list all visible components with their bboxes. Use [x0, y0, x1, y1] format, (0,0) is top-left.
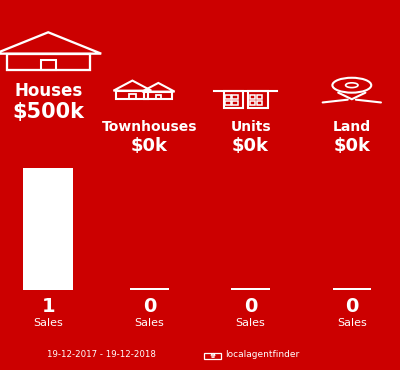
Bar — [144, 92, 172, 99]
Text: Houses: Houses — [14, 82, 82, 100]
Text: $500k: $500k — [12, 102, 84, 122]
Bar — [232, 95, 238, 99]
Bar — [232, 101, 238, 105]
Text: ♚: ♚ — [210, 353, 216, 359]
Bar — [41, 60, 56, 70]
Bar — [256, 95, 262, 99]
Text: Townhouses: Townhouses — [102, 120, 197, 134]
Text: 1: 1 — [41, 297, 55, 316]
Text: Sales: Sales — [337, 317, 367, 328]
Bar — [256, 101, 262, 105]
Bar — [23, 168, 73, 290]
Bar — [224, 91, 243, 108]
Text: 0: 0 — [143, 297, 156, 316]
Bar — [248, 91, 268, 108]
Text: 19-12-2017 - 19-12-2018: 19-12-2017 - 19-12-2018 — [47, 350, 156, 359]
Text: $0k: $0k — [232, 137, 269, 155]
Bar — [129, 94, 136, 99]
Text: Units: Units — [230, 120, 271, 134]
Bar — [225, 101, 231, 105]
Text: Sales: Sales — [236, 317, 266, 328]
Text: Sales: Sales — [134, 317, 164, 328]
Bar — [231, 289, 270, 290]
Text: localagentfinder: localagentfinder — [226, 350, 300, 359]
Bar — [250, 95, 255, 99]
Bar — [332, 289, 371, 290]
Text: $0k: $0k — [131, 137, 168, 155]
Text: Sales: Sales — [33, 317, 63, 328]
Bar — [7, 54, 90, 70]
Bar — [156, 95, 161, 99]
Text: 0: 0 — [345, 297, 358, 316]
Bar — [250, 101, 255, 105]
FancyBboxPatch shape — [204, 353, 221, 359]
Bar — [116, 91, 148, 99]
Text: 0: 0 — [244, 297, 257, 316]
Bar — [225, 95, 231, 99]
Text: $0k: $0k — [333, 137, 370, 155]
Bar — [130, 289, 169, 290]
Text: Land: Land — [333, 120, 371, 134]
